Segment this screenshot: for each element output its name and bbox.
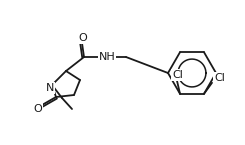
Text: Cl: Cl [172,70,184,80]
Text: NH: NH [99,52,115,62]
Text: O: O [34,104,42,114]
Text: O: O [79,33,87,43]
Text: N: N [46,83,54,93]
Text: Cl: Cl [215,73,225,83]
